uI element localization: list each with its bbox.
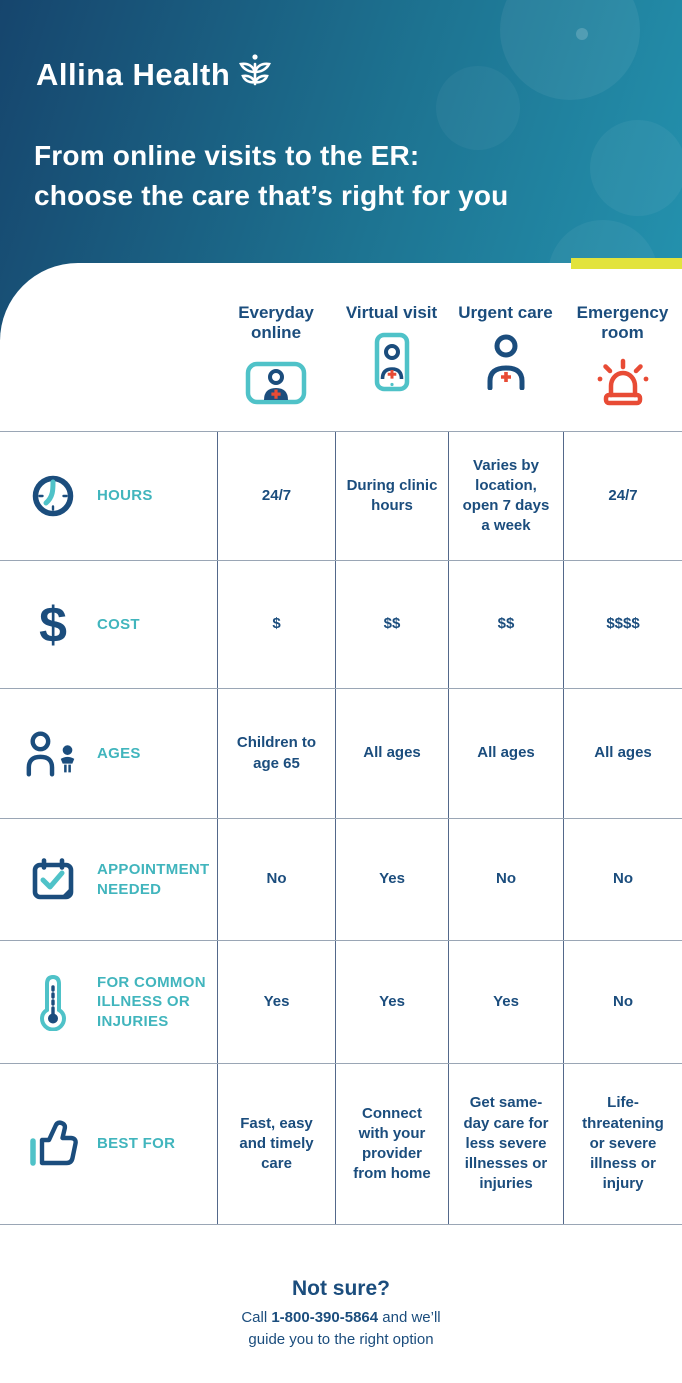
table-cell: No [563,819,682,940]
siren-icon [595,352,651,414]
table-cell: Children to age 65 [217,689,335,818]
decorative-bubble [436,66,520,150]
column-label: Urgent care [458,303,553,322]
table-cell: Get same-day care for less severe illnes… [448,1064,563,1224]
footer-heading: Not sure? [291,1277,390,1300]
column-header-row: Everyday online Virtual visit [0,263,682,431]
table-cell: During clinic hours [335,432,448,560]
table-cell: All ages [563,689,682,818]
column-header-everyday-online: Everyday online [217,263,335,431]
footer-call-text: Call 1-800-390-5864 and we’ll guide you … [0,1307,682,1351]
table-cell: $$$$ [563,561,682,688]
comparison-card: Everyday online Virtual visit [0,263,682,1383]
table-cell: Yes [335,941,448,1063]
table-cell: Yes [448,941,563,1063]
table-cell: Yes [217,941,335,1063]
table-cell: 24/7 [217,432,335,560]
table-cell: All ages [335,689,448,818]
table-cell: No [563,941,682,1063]
call-prefix: Call [241,1309,272,1326]
row-label: FOR COMMON ILLNESS OR INJURIES [97,973,206,1030]
row-label: APPOINTMENT NEEDED [97,861,210,898]
row-label: COST [97,615,140,633]
row-header-hours: HOURS [0,432,217,560]
row-label: AGES [97,744,141,762]
table-cell: Life-threatening or severe illness or in… [563,1064,682,1224]
row-header-best-for: BEST FOR [0,1064,217,1224]
decorative-bubble [590,120,682,216]
table-cell: No [217,819,335,940]
column-label: Virtual visit [345,303,438,322]
table-cell: $$ [448,561,563,688]
row-ages: AGES Children to age 65 All ages All age… [0,688,682,818]
clock-icon [24,473,82,519]
footer: Not sure? Call 1-800-390-5864 and we’ll … [0,1225,682,1351]
calendar-check-icon [24,856,82,904]
column-header-virtual-visit: Virtual visit [335,263,448,431]
row-header-cost: $ COST [0,561,217,688]
table-cell: All ages [448,689,563,818]
decorative-bubble [576,28,588,40]
row-cost: $ COST $ $$ $$ $$$$ [0,560,682,688]
decorative-bubble [500,0,640,100]
table-cell: 24/7 [563,432,682,560]
column-label: Emergency room [576,303,669,343]
thermometer-icon [24,973,82,1031]
allina-health-logo: Allina Health [36,54,272,93]
footer-line-2: guide you to the right option [248,1330,434,1348]
table-cell: No [448,819,563,940]
comparison-table: HOURS 24/7 During clinic hours Varies by… [0,431,682,1225]
row-appointment-needed: APPOINTMENT NEEDED No Yes No No [0,818,682,940]
call-suffix: and we’ll [378,1309,441,1326]
page-title: From online visits to the ER: choose the… [34,136,508,216]
row-header-appointment-needed: APPOINTMENT NEEDED [0,819,217,940]
row-hours: HOURS 24/7 During clinic hours Varies by… [0,431,682,560]
row-best-for: BEST FOR Fast, easy and timely care Conn… [0,1063,682,1224]
row-header-ages: AGES [0,689,217,818]
table-cell: Yes [335,819,448,940]
logo-wordmark: Allina Health [36,56,231,92]
row-common-illness: FOR COMMON ILLNESS OR INJURIES Yes Yes Y… [0,940,682,1063]
allina-leaf-icon [238,52,272,93]
yellow-accent-bar [571,258,682,269]
column-header-emergency-room: Emergency room [563,263,682,431]
column-header-urgent-care: Urgent care [448,263,563,431]
title-line-1: From online visits to the ER: [34,140,420,171]
table-cell: Fast, easy and timely care [217,1064,335,1224]
video-screen-person-icon [245,352,307,414]
table-cell: Connect with your provider from home [335,1064,448,1224]
person-medical-cross-icon [483,331,529,393]
adult-child-icon [24,729,82,779]
phone-number-link[interactable]: 1-800-390-5864 [271,1309,379,1326]
table-cell: $ [217,561,335,688]
table-cell: $$ [335,561,448,688]
phone-person-icon [373,331,411,393]
column-header-spacer [0,263,217,431]
thumbs-up-icon [24,1119,82,1169]
row-header-common-illness: FOR COMMON ILLNESS OR INJURIES [0,941,217,1063]
row-label: HOURS [97,487,153,505]
column-label: Everyday online [238,303,314,343]
table-cell: Varies by location, open 7 days a week [448,432,563,560]
dollar-icon: $ [39,596,67,653]
row-label: BEST FOR [97,1135,176,1153]
title-line-2: choose the care that’s right for you [34,180,509,212]
